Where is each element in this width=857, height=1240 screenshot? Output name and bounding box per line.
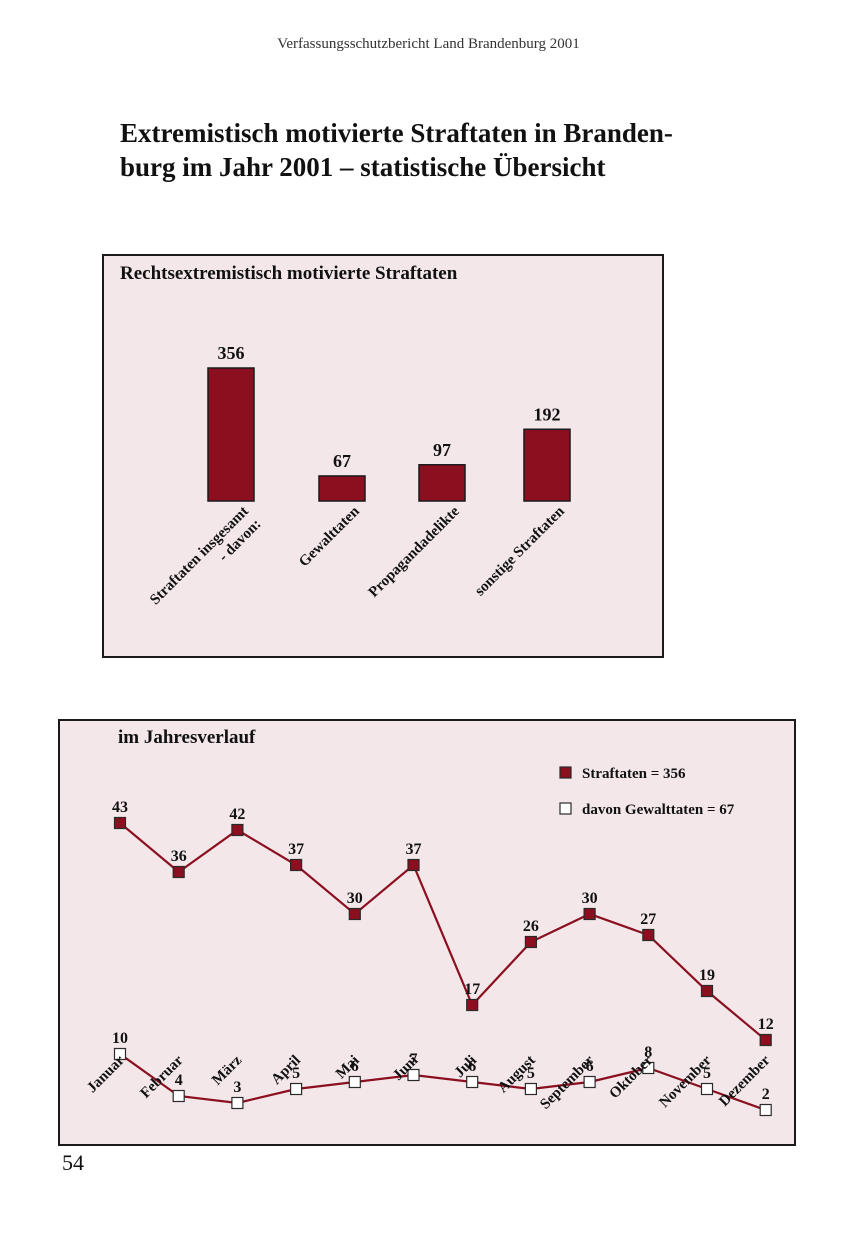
series-1-value-label-6: 6 — [468, 1058, 476, 1075]
series-0-value-label-8: 30 — [582, 890, 598, 907]
series-0-value-label-3: 37 — [288, 841, 304, 858]
page-number: 54 — [62, 1150, 84, 1175]
series-1-value-label-5: 7 — [410, 1051, 418, 1068]
series-0-value-label-2: 42 — [229, 806, 245, 823]
legend-marker-0 — [559, 766, 572, 779]
bar-category-label-2: Propagandadelikte — [366, 503, 463, 600]
bar-value-label-1: 67 — [333, 451, 351, 471]
page-title-line-1: Extremistisch motivierte Straftaten in B… — [120, 118, 673, 148]
series-line-0 — [119, 822, 767, 1041]
page-title: Extremistisch motivierte Straftaten in B… — [120, 116, 740, 184]
series-1-value-label-9: 8 — [644, 1044, 652, 1061]
series-1-point-8 — [583, 1075, 596, 1089]
series-0-value-label-7: 26 — [523, 918, 539, 935]
series-0-value-label-6: 17 — [464, 981, 480, 998]
series-0-point-8 — [583, 907, 596, 921]
bar-3 — [523, 428, 571, 502]
series-0-point-11 — [759, 1033, 772, 1047]
bar-value-label-2: 97 — [433, 440, 451, 460]
series-0-point-2 — [231, 823, 244, 837]
series-1-point-5 — [407, 1068, 420, 1082]
series-0-value-label-5: 37 — [406, 841, 422, 858]
bar-1 — [318, 475, 366, 502]
series-1-point-3 — [290, 1082, 303, 1096]
legend-label-0: Straftaten = 356 — [582, 766, 686, 782]
series-0-point-9 — [642, 928, 655, 942]
series-0-point-10 — [700, 984, 714, 998]
line-chart-title: im Jahresverlauf — [118, 727, 256, 748]
series-1-point-4 — [348, 1075, 361, 1089]
series-1-point-6 — [466, 1075, 479, 1089]
bar-chart: Rechtsextremistisch motivierte Straftate… — [120, 263, 571, 621]
bar-category-label-0: Straftaten insgesamt- davon: — [147, 504, 264, 621]
series-0-value-label-4: 30 — [347, 890, 363, 907]
bar-value-label-3: 192 — [534, 404, 561, 424]
series-0-point-3 — [290, 858, 303, 872]
series-0-value-label-1: 36 — [171, 848, 187, 865]
series-0-value-label-9: 27 — [640, 911, 656, 928]
series-0-point-6 — [466, 998, 479, 1012]
series-0-value-label-10: 19 — [699, 967, 715, 984]
bar-category-label-3: sonstige Straftaten — [472, 503, 568, 599]
series-0-point-7 — [524, 935, 537, 949]
line-chart-panel: im Jahresverlauf 43 36 42 37 30 37 17 26 30 27 19 1… — [58, 719, 796, 1146]
line-chart: im Jahresverlauf 43364237303717263027191… — [84, 727, 774, 1117]
bar-chart-title: Rechtsextremistisch motivierte Straftate… — [120, 263, 458, 284]
page-title-line-2: burg im Jahr 2001 – statistische Übersic… — [120, 152, 606, 182]
series-1-point-9 — [642, 1061, 655, 1075]
running-head: Verfassungsschutzbericht Land Brandenbur… — [277, 36, 580, 52]
series-1-value-label-8: 6 — [586, 1058, 594, 1075]
month-label-0: Januar — [84, 1052, 128, 1096]
series-1-value-label-1: 4 — [175, 1072, 183, 1089]
bar-category-label-line: sonstige Straftaten — [472, 503, 568, 599]
bar-chart-panel: Rechtsextremistisch motivierte Straftate… — [102, 254, 664, 658]
series-1-value-label-10: 5 — [703, 1065, 711, 1082]
series-0-value-label-0: 43 — [112, 799, 128, 816]
series-1-point-7 — [524, 1082, 537, 1096]
bar-0 — [207, 367, 255, 502]
series-1-point-1 — [172, 1089, 185, 1103]
series-line-1 — [119, 1053, 767, 1112]
series-0-value-label-11: 12 — [758, 1016, 774, 1033]
series-1-value-label-2: 3 — [233, 1079, 241, 1096]
bar-value-label-0: 356 — [218, 343, 245, 363]
series-1-value-label-0: 10 — [112, 1030, 128, 1047]
series-1-point-10 — [700, 1082, 714, 1096]
series-0-point-1 — [172, 865, 185, 879]
series-0-point-4 — [348, 907, 361, 921]
bar-2 — [418, 464, 466, 502]
series-1-value-label-11: 2 — [762, 1086, 770, 1103]
legend-label-1: davon Gewalttaten = 67 — [582, 802, 735, 818]
bar-category-label-1: Gewalttaten — [296, 503, 363, 570]
legend-marker-1 — [559, 802, 572, 815]
series-1-point-0 — [113, 1047, 127, 1061]
series-1-point-11 — [759, 1103, 772, 1117]
series-1-point-2 — [231, 1096, 244, 1110]
series-1-value-label-3: 5 — [292, 1065, 300, 1082]
series-1-value-label-4: 6 — [351, 1058, 359, 1075]
series-1-value-label-7: 5 — [527, 1065, 535, 1082]
bar-category-label-line: Gewalttaten — [296, 503, 363, 570]
series-0-point-5 — [407, 858, 420, 872]
bar-category-label-line: Propagandadelikte — [366, 503, 463, 600]
series-0-point-0 — [113, 816, 127, 830]
